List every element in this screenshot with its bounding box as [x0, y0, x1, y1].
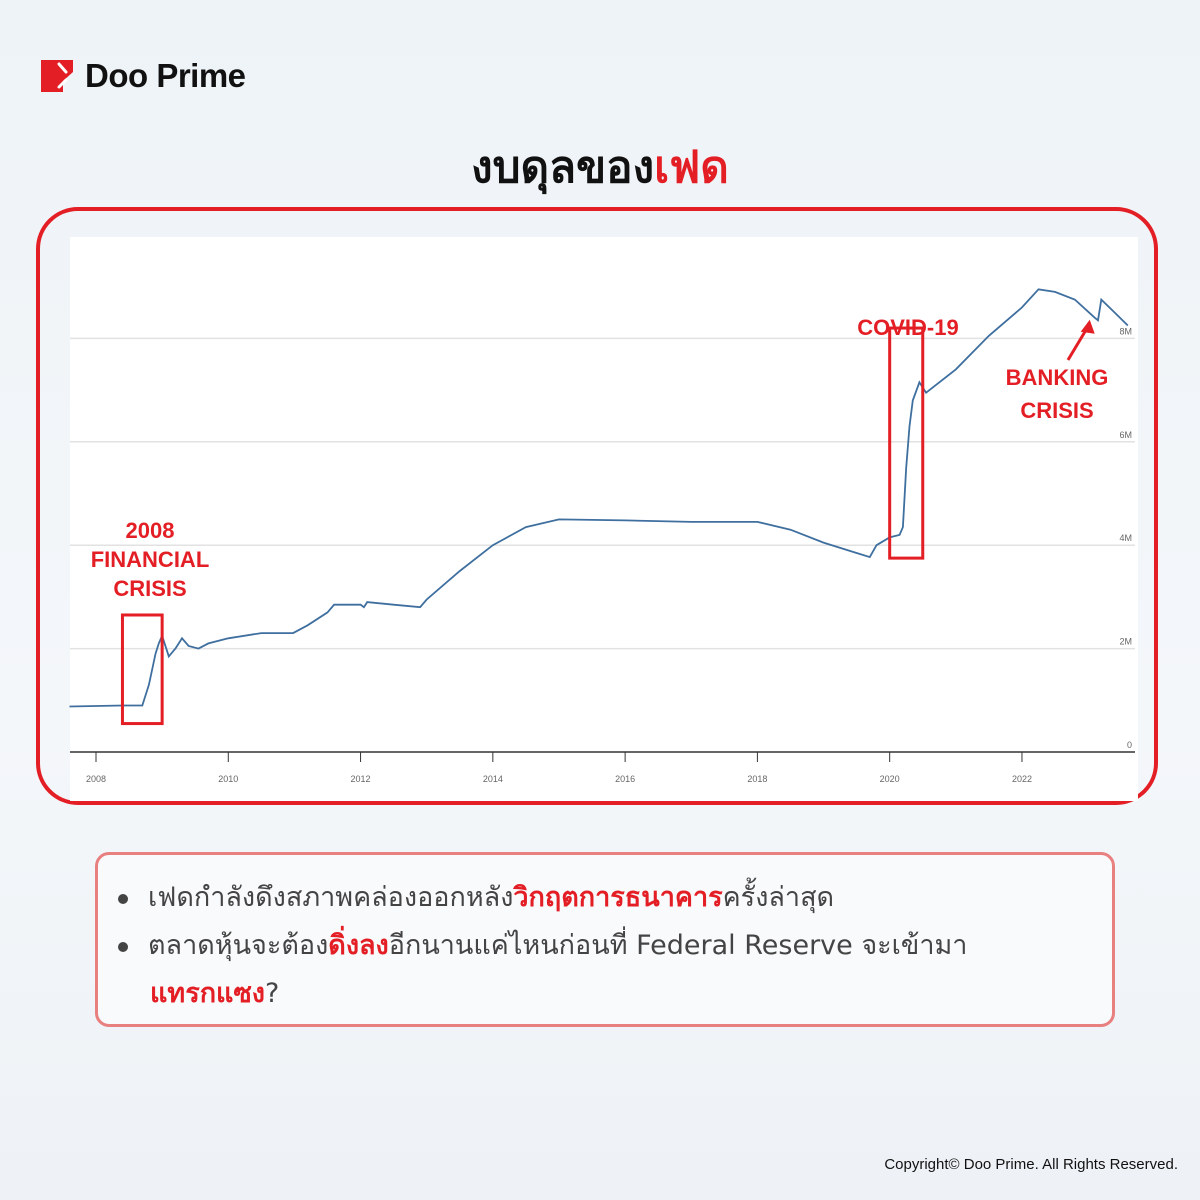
- x-tick-label: 2020: [880, 774, 900, 784]
- y-tick-label: 4M: [1119, 533, 1132, 543]
- financial-crisis-label: CRISIS: [113, 576, 186, 601]
- arrow-head-icon: [1080, 319, 1095, 334]
- bullet-icon: [118, 941, 128, 952]
- note-text: อีกนานแค่ไหนก่อนที่ Federal Reserve จะเข…: [388, 930, 968, 961]
- doo-prime-logo-icon: [41, 60, 73, 92]
- y-tick-label: 6M: [1119, 430, 1132, 440]
- note-text: เฟดกำลังดึงสภาพคล่องออกหลัง: [148, 882, 514, 913]
- y-tick-label: 0: [1127, 740, 1132, 750]
- highlight-text: แทรกแซง: [150, 978, 265, 1009]
- fed-balance-sheet-chart: 0 2M 4M 6M 8M 2008 2010 2012 2014 2016 2018 2020 202…: [69, 288, 1135, 784]
- financial-crisis-label: FINANCIAL: [91, 547, 210, 572]
- x-tick-label: 2012: [351, 774, 371, 784]
- x-tick-label: 2016: [615, 774, 635, 784]
- brand-logo: Doo Prime: [41, 57, 246, 95]
- x-tick-label: 2010: [218, 774, 238, 784]
- copyright: Copyright© Doo Prime. All Rights Reserve…: [884, 1156, 1178, 1173]
- x-tick-label: 2014: [483, 774, 503, 784]
- highlight-text: ดิ่งลง: [328, 930, 389, 961]
- note-1: เฟดกำลังดึงสภาพคล่องออกหลังวิกฤตการธนาคา…: [118, 875, 834, 918]
- title-highlight: เฟด: [654, 142, 729, 193]
- x-tick-label: 2022: [1012, 774, 1032, 784]
- brand-name: Doo Prime: [85, 57, 246, 94]
- note-text: ?: [264, 978, 280, 1009]
- financial-crisis-label: 2008: [126, 518, 175, 543]
- chart-background: [70, 237, 1138, 801]
- page-title: งบดุลของเฟด: [0, 132, 1200, 202]
- banking-crisis-label: CRISIS: [1020, 398, 1093, 423]
- x-tick-label: 2018: [747, 774, 767, 784]
- x-tick-label: 2008: [86, 774, 106, 784]
- highlight-text: วิกฤตการธนาคาร: [513, 882, 723, 913]
- covid-box: [888, 326, 925, 560]
- balance-sheet-line: [69, 288, 1129, 708]
- covid-label: COVID-19: [857, 315, 958, 340]
- financial-crisis-box: [120, 613, 164, 726]
- chart-frame: [36, 207, 1158, 805]
- notes-box: เฟดกำลังดึงสภาพคล่องออกหลังวิกฤตการธนาคา…: [95, 852, 1115, 1027]
- note-text: ตลาดหุ้นจะต้อง: [148, 930, 329, 961]
- y-tick-label: 8M: [1119, 326, 1132, 336]
- bullet-icon: [118, 893, 128, 904]
- y-tick-label: 2M: [1119, 637, 1132, 647]
- note-2-continuation: แทรกแซง?: [150, 971, 279, 1014]
- title-prefix: งบดุลของ: [471, 142, 655, 193]
- note-2: ตลาดหุ้นจะต้องดิ่งลงอีกนานแค่ไหนก่อนที่ …: [118, 923, 1088, 966]
- note-text: ครั้งล่าสุด: [722, 882, 835, 913]
- banking-crisis-label: BANKING: [1006, 365, 1109, 390]
